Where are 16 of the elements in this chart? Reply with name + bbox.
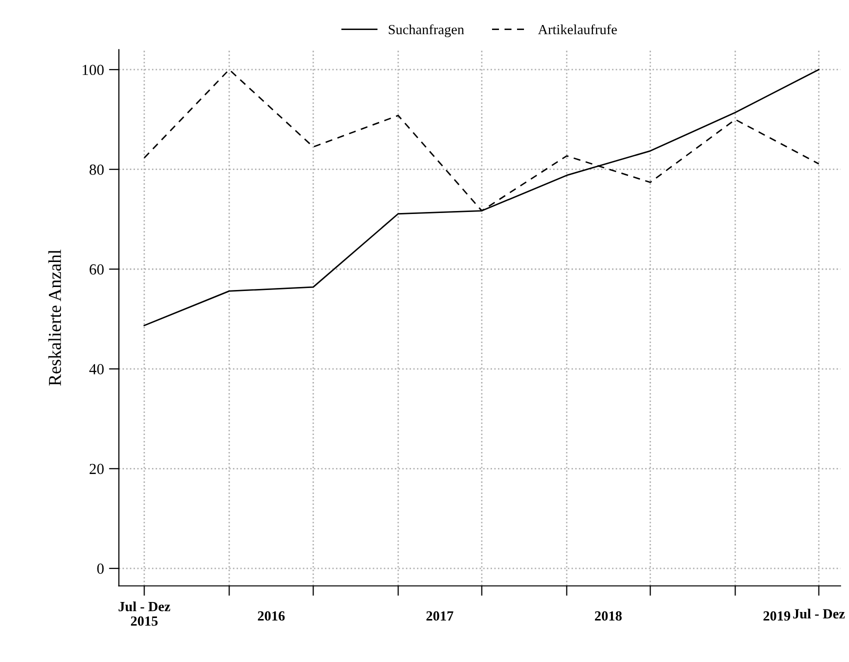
y-tick-label: 0 xyxy=(97,564,104,574)
legend-label: Suchanfragen xyxy=(388,24,464,38)
y-axis-title: Reskalierte Anzahl xyxy=(48,250,62,386)
x-tick-label: 2016 xyxy=(258,611,285,621)
y-tick-label: 100 xyxy=(82,64,104,76)
x-tick-label: 2018 xyxy=(594,611,622,621)
x-tick-label: Jul - Dez xyxy=(793,608,845,619)
y-tick-label: 20 xyxy=(90,464,104,474)
x-tick-label: Jul - Dez 2015 xyxy=(118,601,170,626)
y-tick-label: 60 xyxy=(90,264,104,275)
line-series xyxy=(144,68,820,326)
y-tick-label: 80 xyxy=(90,164,104,175)
x-tick-label: 2019 xyxy=(763,611,790,621)
y-tick-label: 40 xyxy=(89,364,104,374)
x-tick-label: 2017 xyxy=(426,611,454,621)
legend-label: Artikelaufrufe xyxy=(538,24,617,34)
